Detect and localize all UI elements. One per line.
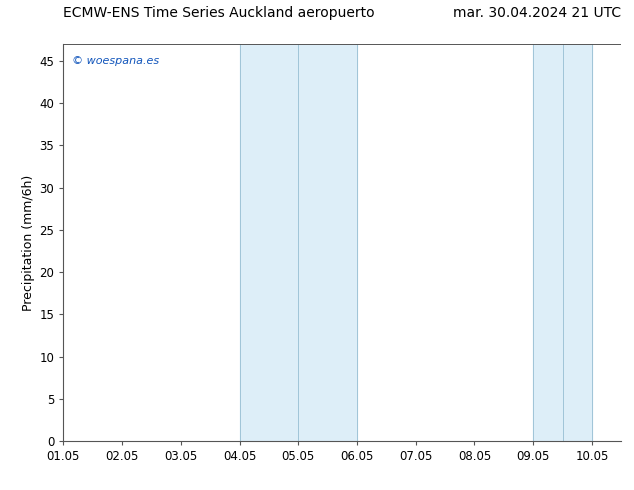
Y-axis label: Precipitation (mm/6h): Precipitation (mm/6h)	[22, 174, 36, 311]
Bar	[240, 44, 299, 441]
Text: mar. 30.04.2024 21 UTC: mar. 30.04.2024 21 UTC	[453, 5, 621, 20]
Bar	[533, 44, 562, 441]
Bar	[299, 44, 357, 441]
Text: ECMW-ENS Time Series Auckland aeropuerto: ECMW-ENS Time Series Auckland aeropuerto	[63, 5, 375, 20]
Text: © woespana.es: © woespana.es	[72, 56, 159, 66]
Bar	[562, 44, 592, 441]
